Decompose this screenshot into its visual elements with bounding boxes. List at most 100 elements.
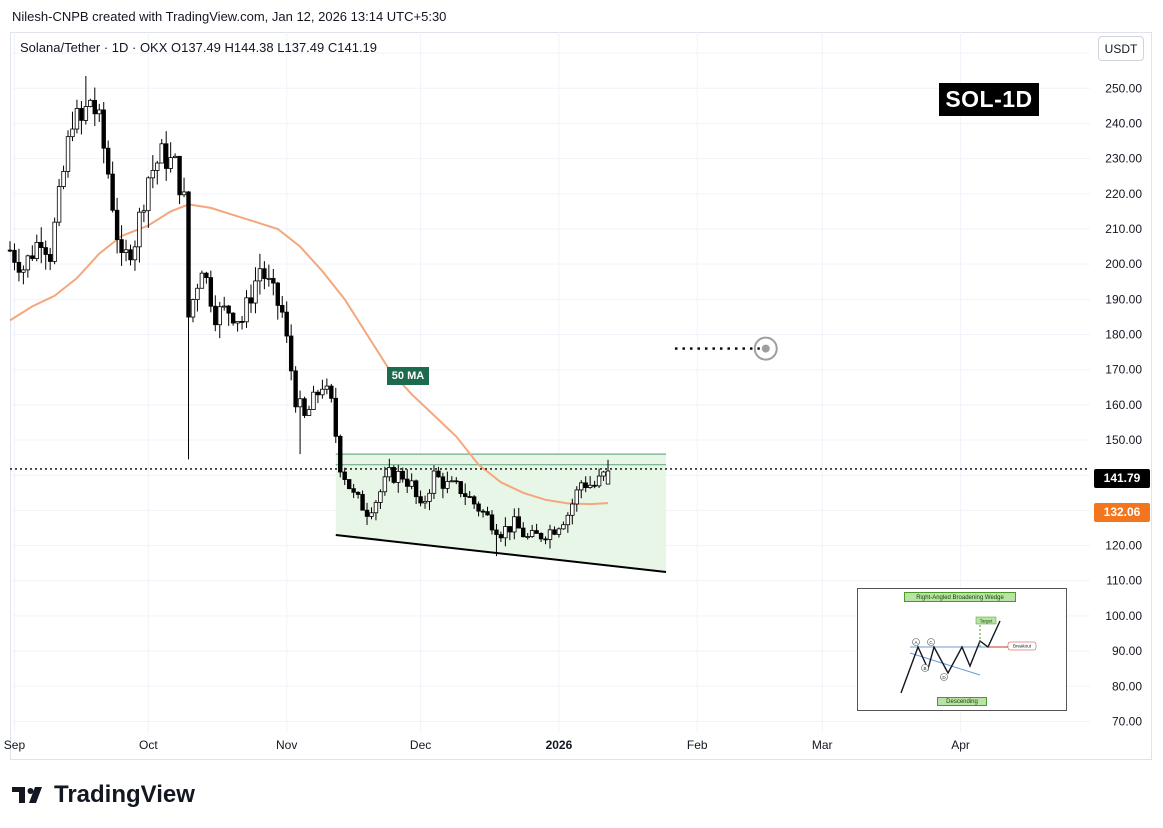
candle-body (413, 480, 419, 498)
candle-body (92, 99, 97, 115)
y-tick-label: 90.00 (1112, 644, 1142, 658)
candle-body (494, 529, 499, 535)
candle-body (230, 312, 236, 324)
candle-body (168, 157, 173, 169)
chart-credit: Nilesh-CNPB created with TradingView.com… (12, 9, 447, 24)
y-tick-label: 110.00 (1106, 574, 1142, 588)
candle-body (61, 170, 66, 187)
y-tick-label: 120.00 (1105, 539, 1142, 553)
inset-point-c-label: C (929, 640, 933, 645)
candle-body (543, 538, 548, 541)
candle-body (16, 261, 22, 273)
y-tick-label: 80.00 (1112, 679, 1142, 693)
candle-body (155, 162, 160, 171)
candle-body (141, 210, 147, 213)
x-tick-label: Oct (139, 738, 158, 752)
candle-body (329, 385, 334, 399)
target-marker-ring (753, 336, 778, 361)
candle-body (190, 299, 196, 318)
inset-breakout-label: Breakout (1013, 644, 1032, 649)
candle-body (105, 147, 111, 175)
inset-point-a (912, 638, 920, 646)
candle-body (489, 514, 495, 531)
candle-body (253, 280, 258, 304)
candle-body (114, 209, 120, 241)
candle-body (400, 470, 405, 480)
candle-body (436, 470, 441, 478)
candle-body (25, 255, 31, 271)
inset-point-a-label: A (914, 640, 917, 645)
candle-body (431, 470, 437, 494)
candle-body (56, 186, 62, 223)
candle-body (529, 530, 535, 537)
candle-body (427, 492, 432, 502)
tradingview-logo-icon (12, 787, 42, 803)
inset-breakout-box (1007, 641, 1037, 651)
candle-body (507, 526, 513, 533)
candle-body (387, 467, 392, 478)
candle-body (360, 494, 365, 511)
y-tick-label: 210.00 (1105, 222, 1142, 236)
candle-body (503, 526, 508, 539)
candle-body (556, 528, 562, 535)
y-tick-label: 200.00 (1105, 257, 1142, 271)
candle-body (177, 155, 182, 196)
candle-body (324, 385, 330, 390)
candle-body (30, 255, 35, 259)
candle-body (284, 311, 289, 337)
candle-body (88, 99, 93, 107)
candle-body (110, 173, 115, 211)
candle-body (39, 241, 44, 249)
tradingview-logo[interactable]: TradingView (12, 781, 195, 809)
candle-body (271, 277, 276, 284)
candle-body (213, 305, 218, 326)
inset-point-d-label: D (942, 675, 946, 680)
x-tick-label: Feb (687, 738, 708, 752)
candle-body (97, 109, 102, 115)
candle-body (570, 503, 575, 516)
candle-body (378, 491, 383, 503)
candle-body (21, 269, 26, 273)
candle-body (101, 109, 106, 149)
x-tick-label: Sep (4, 738, 26, 752)
inset-point-b (921, 664, 929, 672)
candle-body (579, 482, 584, 491)
candle-body (266, 277, 272, 280)
candle-body (275, 282, 280, 306)
candle-body (43, 247, 48, 255)
symbol-legend: Solana/Tether · 1D · OKX O137.49 H144.38… (20, 40, 378, 55)
candle-body (12, 249, 17, 263)
candle-body (128, 249, 133, 261)
candle-body (445, 481, 450, 489)
candle-body (47, 254, 53, 262)
candle-body (458, 481, 463, 495)
candle-body (476, 503, 481, 512)
candle-body (404, 478, 410, 487)
candle-body (418, 496, 423, 504)
candle-body (512, 516, 517, 533)
candle-body (521, 527, 526, 538)
candle-body (373, 501, 379, 514)
currency-button[interactable]: USDT (1098, 36, 1144, 61)
candle-body (605, 470, 611, 485)
candle-body (70, 128, 75, 138)
grid-lines (10, 32, 1090, 732)
y-tick-label: 240.00 (1105, 116, 1142, 130)
candle-body (302, 398, 307, 416)
candle-body (199, 272, 205, 289)
candle-body (516, 516, 521, 529)
candle-body (315, 391, 321, 396)
candle-body (217, 306, 222, 326)
candle-body (338, 435, 343, 473)
candle-body (311, 391, 316, 410)
candle-body (574, 489, 579, 505)
candle-body (146, 177, 151, 212)
candle-body (137, 211, 142, 248)
y-tick-label: 170.00 (1105, 363, 1142, 377)
candles (7, 75, 611, 557)
symbol-badge: SOL-1D (939, 83, 1039, 116)
y-tick-label: 220.00 (1105, 187, 1142, 201)
inset-target-label: Target (980, 619, 993, 624)
candle-body (248, 297, 254, 304)
candle-body (565, 514, 571, 526)
